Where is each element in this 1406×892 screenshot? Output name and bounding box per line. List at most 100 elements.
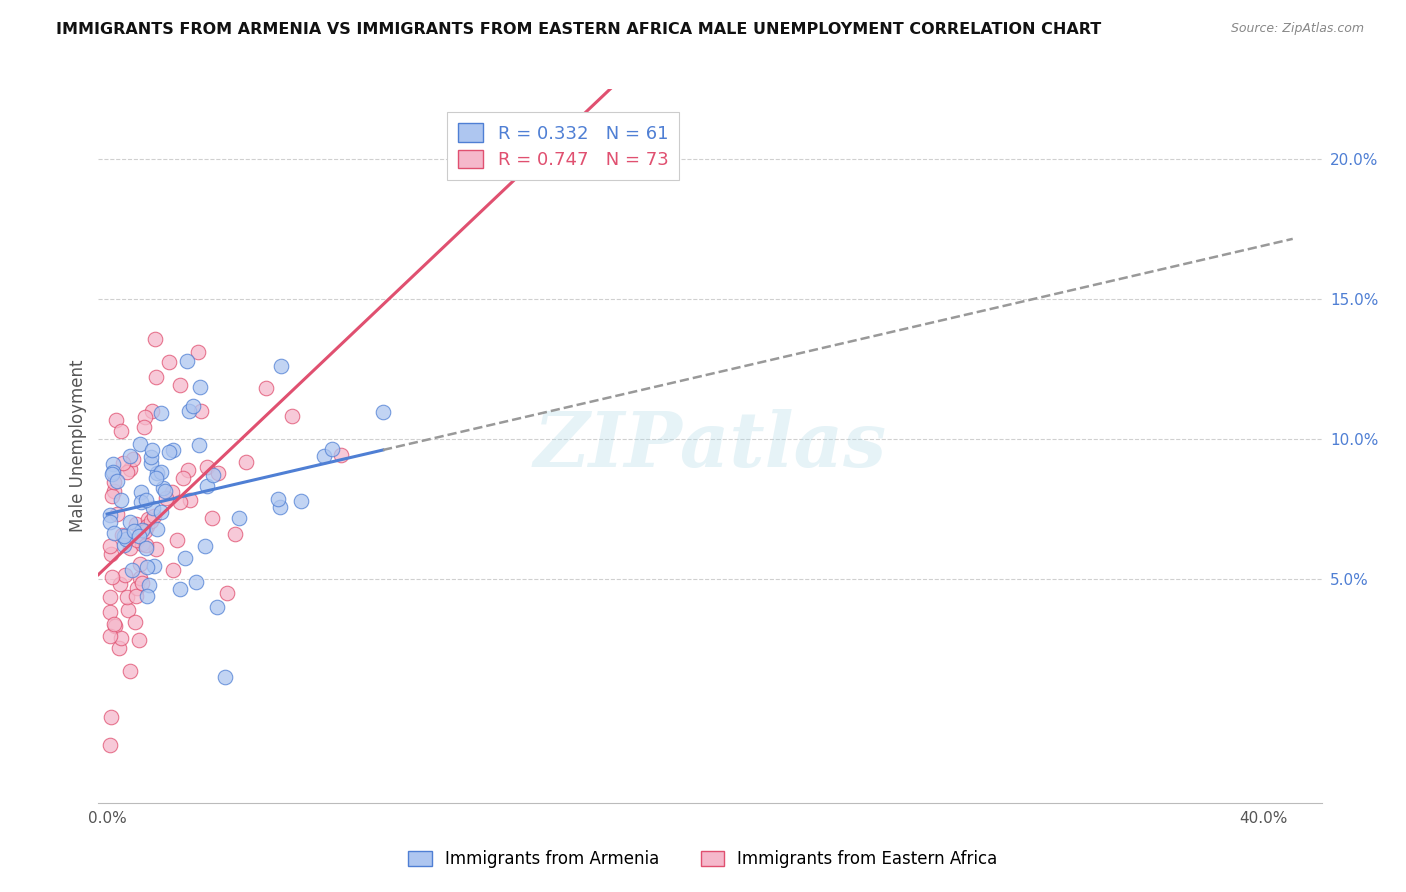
Point	[139, 456, 162, 470]
Point	[131, 576, 153, 591]
Point	[169, 582, 191, 596]
Point	[169, 495, 191, 509]
Point	[110, 631, 132, 645]
Point	[267, 491, 290, 506]
Point	[114, 568, 136, 582]
Text: ZIPatlas: ZIPatlas	[533, 409, 887, 483]
Point	[118, 515, 141, 529]
Point	[115, 465, 138, 479]
Point	[157, 445, 180, 459]
Point	[197, 479, 219, 493]
Point	[100, 710, 122, 724]
Point	[98, 590, 121, 604]
Point	[146, 522, 169, 536]
Point	[129, 558, 152, 572]
Point	[115, 532, 138, 546]
Point	[152, 482, 174, 496]
Point	[153, 483, 176, 498]
Point	[135, 538, 157, 552]
Point	[98, 515, 121, 529]
Point	[166, 533, 188, 547]
Point	[107, 640, 129, 655]
Point	[124, 615, 146, 630]
Point	[145, 542, 167, 557]
Point	[172, 470, 194, 484]
Point	[139, 514, 162, 528]
Point	[141, 443, 163, 458]
Point	[143, 332, 166, 346]
Point	[173, 551, 195, 566]
Point	[176, 463, 198, 477]
Point	[111, 456, 134, 470]
Point	[135, 492, 157, 507]
Point	[141, 404, 163, 418]
Point	[124, 517, 146, 532]
Point	[129, 437, 152, 451]
Point	[103, 617, 125, 632]
Point	[112, 529, 135, 543]
Point	[98, 508, 121, 523]
Point	[269, 500, 291, 515]
Point	[187, 345, 209, 359]
Point	[135, 519, 157, 533]
Point	[105, 507, 128, 521]
Point	[190, 404, 212, 418]
Point	[280, 409, 302, 423]
Point	[118, 462, 141, 476]
Point	[107, 474, 129, 488]
Point	[134, 524, 156, 538]
Point	[138, 578, 160, 592]
Point	[124, 524, 146, 538]
Point	[270, 359, 292, 373]
Point	[162, 563, 184, 577]
Point	[110, 493, 132, 508]
Point	[142, 500, 165, 515]
Point	[290, 494, 312, 508]
Point	[181, 399, 204, 413]
Point	[312, 449, 335, 463]
Point	[188, 380, 211, 394]
Point	[176, 354, 198, 368]
Point	[135, 590, 157, 604]
Point	[98, 605, 121, 619]
Point	[134, 419, 156, 434]
Point	[217, 586, 239, 600]
Point	[131, 537, 153, 551]
Point	[101, 457, 124, 471]
Point	[111, 528, 134, 542]
Point	[98, 629, 121, 643]
Point	[371, 405, 394, 419]
Point	[224, 527, 246, 541]
Point	[134, 410, 156, 425]
Point	[101, 489, 124, 503]
Point	[101, 465, 124, 479]
Point	[125, 589, 148, 603]
Point	[101, 467, 124, 481]
Point	[194, 540, 217, 554]
Point	[205, 599, 228, 614]
Point	[228, 511, 250, 525]
Point	[179, 492, 201, 507]
Point	[117, 603, 139, 617]
Point	[103, 475, 125, 490]
Point	[186, 574, 208, 589]
Point	[321, 442, 343, 456]
Point	[129, 494, 152, 508]
Point	[135, 541, 157, 556]
Point	[143, 558, 166, 573]
Point	[128, 529, 150, 543]
Point	[149, 465, 172, 479]
Point	[101, 570, 124, 584]
Point	[254, 381, 277, 395]
Point	[235, 455, 257, 469]
Point	[201, 468, 224, 483]
Point	[329, 448, 352, 462]
Point	[145, 471, 167, 485]
Point	[120, 665, 142, 679]
Point	[149, 505, 172, 519]
Point	[142, 508, 165, 523]
Point	[103, 525, 125, 540]
Point	[136, 511, 159, 525]
Point	[162, 443, 184, 458]
Point	[512, 124, 534, 138]
